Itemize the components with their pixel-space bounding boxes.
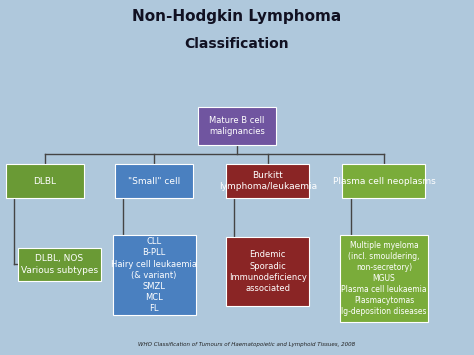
FancyBboxPatch shape xyxy=(198,107,276,145)
Text: "Small" cell: "Small" cell xyxy=(128,176,180,186)
Text: DLBL: DLBL xyxy=(34,176,56,186)
Text: CLL
B-PLL
Hairy cell leukaemia
(& variant)
SMZL
MCL
FL: CLL B-PLL Hairy cell leukaemia (& varian… xyxy=(111,237,197,313)
FancyBboxPatch shape xyxy=(226,164,309,198)
Text: Burkitt
lymphoma/leukaemia: Burkitt lymphoma/leukaemia xyxy=(219,171,317,191)
FancyBboxPatch shape xyxy=(112,235,195,315)
Text: Multiple myeloma
(incl. smouldering,
non-secretory)
MGUS
Plasma cell leukaemia
P: Multiple myeloma (incl. smouldering, non… xyxy=(341,241,427,316)
FancyBboxPatch shape xyxy=(115,164,193,198)
Text: Plasma cell neoplasms: Plasma cell neoplasms xyxy=(333,176,435,186)
Text: Non-Hodgkin Lymphoma: Non-Hodgkin Lymphoma xyxy=(132,9,342,24)
FancyBboxPatch shape xyxy=(340,235,428,322)
Text: Mature B cell
malignancies: Mature B cell malignancies xyxy=(209,116,265,136)
FancyBboxPatch shape xyxy=(6,164,84,198)
FancyBboxPatch shape xyxy=(18,248,100,281)
Text: Classification: Classification xyxy=(185,37,289,51)
Text: DLBL, NOS
Various subtypes: DLBL, NOS Various subtypes xyxy=(21,255,98,274)
Text: WHO Classification of Tumours of Haematopoietic and Lymphoid Tissues, 2008: WHO Classification of Tumours of Haemato… xyxy=(138,342,355,347)
Text: Endemic
Sporadic
Immunodeficiency
associated: Endemic Sporadic Immunodeficiency associ… xyxy=(229,250,307,293)
FancyBboxPatch shape xyxy=(342,164,426,198)
FancyBboxPatch shape xyxy=(226,237,309,306)
